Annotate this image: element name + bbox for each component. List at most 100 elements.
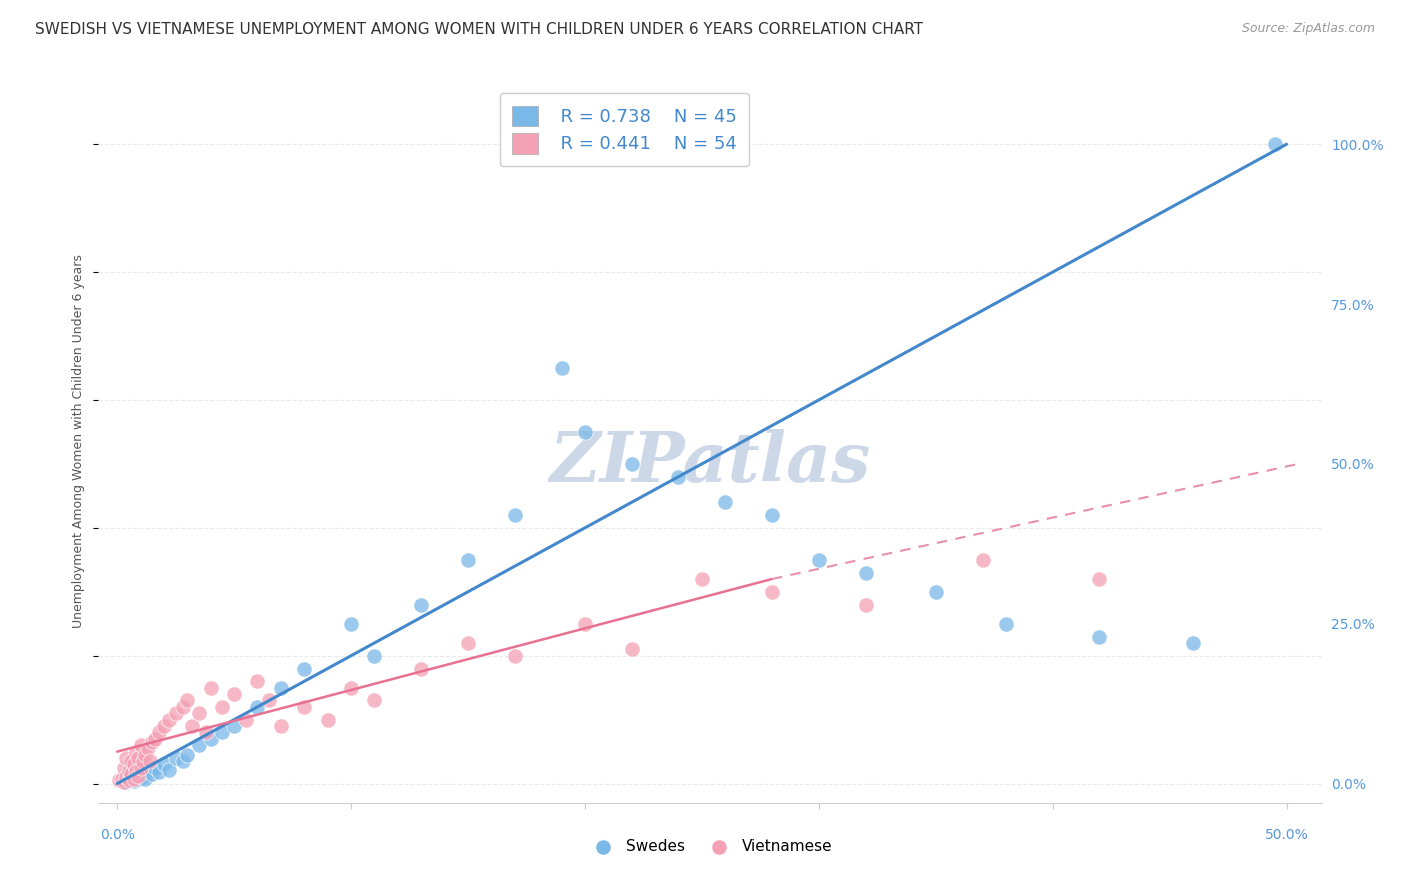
Point [176,747,198,762]
Point [148,725,170,739]
Point [195,725,218,739]
Point [363,648,385,663]
Point [807,553,830,567]
Point [1088,630,1111,644]
Point [132,754,155,768]
Point [129,761,152,775]
Point [200,731,222,746]
Point [125,745,148,759]
Point [134,747,156,762]
Point [176,693,198,707]
Point [620,642,643,657]
Point [1088,572,1111,586]
Point [153,719,176,733]
Point [141,767,163,781]
Point [118,772,141,787]
Point [246,674,269,689]
Point [148,765,170,780]
Point [690,572,713,586]
Point [925,584,948,599]
Point [457,553,479,567]
Point [181,719,204,733]
Point [122,757,145,772]
Point [112,772,135,786]
Point [120,767,142,781]
Point [257,693,280,707]
Point [112,774,135,789]
Point [188,738,211,752]
Point [127,772,149,786]
Point [714,495,737,509]
Point [855,598,877,612]
Point [122,774,145,789]
Point [668,469,690,483]
Point [115,774,138,789]
Point [129,767,152,781]
Point [188,706,211,721]
Point [118,770,141,784]
Point [457,636,479,650]
Point [211,699,233,714]
Point [972,553,994,567]
Text: 50.0%: 50.0% [1264,829,1309,842]
Point [411,661,433,675]
Point [855,566,877,580]
Point [222,687,245,701]
Point [1264,137,1286,152]
Point [235,713,257,727]
Point [115,751,138,765]
Point [246,699,269,714]
Point [157,763,180,777]
Point [292,661,315,675]
Point [112,761,135,775]
Point [1182,636,1205,650]
Point [134,772,156,786]
Point [108,773,131,788]
Point [139,754,162,768]
Legend: Swedes, Vietnamese: Swedes, Vietnamese [582,833,838,860]
Point [172,699,194,714]
Point [111,773,134,788]
Text: Source: ZipAtlas.com: Source: ZipAtlas.com [1241,22,1375,36]
Point [172,754,194,768]
Point [136,741,159,756]
Point [503,648,526,663]
Point [125,764,148,778]
Point [120,772,142,787]
Point [125,769,148,783]
Point [411,598,433,612]
Point [129,738,152,752]
Point [118,764,141,778]
Point [574,616,596,631]
Text: ZIPatlas: ZIPatlas [550,429,870,497]
Point [141,735,163,749]
Point [503,508,526,522]
Text: SWEDISH VS VIETNAMESE UNEMPLOYMENT AMONG WOMEN WITH CHILDREN UNDER 6 YEARS CORRE: SWEDISH VS VIETNAMESE UNEMPLOYMENT AMONG… [35,22,924,37]
Point [270,719,292,733]
Point [620,457,643,471]
Text: 0.0%: 0.0% [100,829,135,842]
Point [120,754,142,768]
Point [115,770,138,784]
Point [111,772,134,786]
Point [211,725,233,739]
Point [761,584,783,599]
Point [340,681,363,695]
Point [165,706,187,721]
Point [292,699,315,714]
Point [340,616,363,631]
Point [122,772,145,786]
Point [153,757,176,772]
Point [136,764,159,778]
Point [127,769,149,783]
Point [363,693,385,707]
Point [127,751,149,765]
Point [761,508,783,522]
Y-axis label: Unemployment Among Women with Children Under 6 years: Unemployment Among Women with Children U… [72,254,86,629]
Point [132,770,155,784]
Point [994,616,1017,631]
Point [143,731,166,746]
Point [157,713,180,727]
Point [574,425,596,439]
Point [270,681,292,695]
